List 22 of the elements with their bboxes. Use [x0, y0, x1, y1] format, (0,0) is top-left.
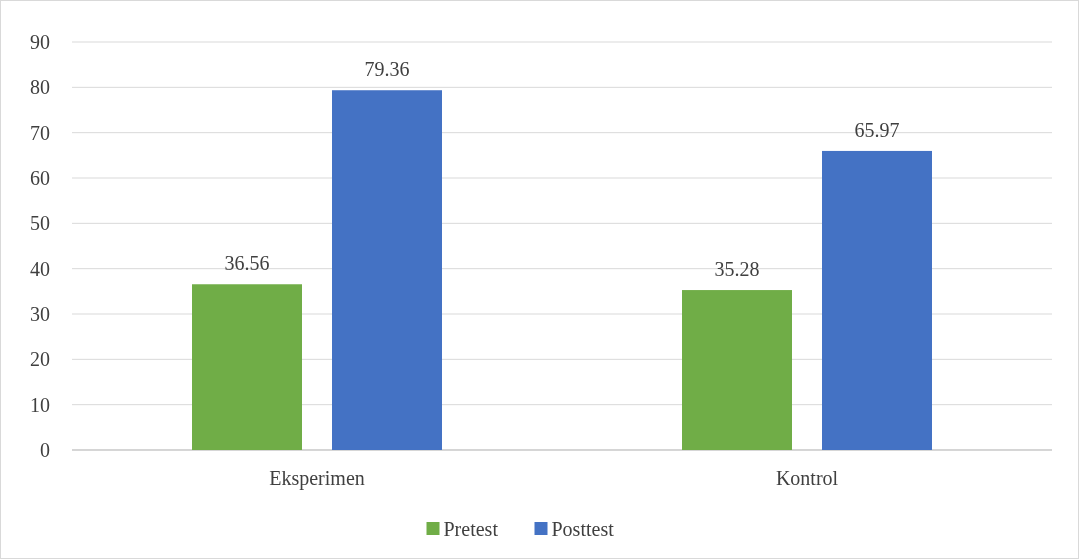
x-tick-label: Eksperimen: [269, 467, 365, 490]
y-tick-label: 0: [40, 439, 50, 461]
data-label: 36.56: [224, 252, 270, 275]
y-tick-label: 20: [30, 348, 50, 371]
y-tick-label: 80: [30, 76, 50, 99]
legend-label: Pretest: [443, 518, 499, 540]
y-tick-label: 70: [30, 121, 50, 144]
y-tick-label: 50: [30, 212, 50, 235]
bar: [192, 284, 302, 450]
bar: [332, 90, 442, 450]
x-tick-label: Kontrol: [775, 467, 839, 489]
y-tick-label: 60: [30, 167, 50, 189]
bar: [822, 150, 932, 450]
data-label: 35.28: [714, 258, 760, 281]
y-tick-label: 90: [30, 31, 50, 53]
y-tick-label: 10: [30, 393, 50, 416]
legend-label: Posttest: [551, 518, 615, 540]
y-tick-label: 30: [30, 303, 50, 325]
data-label: 79.36: [364, 58, 410, 81]
bar: [682, 290, 792, 450]
y-tick-label: 40: [30, 257, 50, 280]
data-label: 65.97: [854, 118, 900, 141]
